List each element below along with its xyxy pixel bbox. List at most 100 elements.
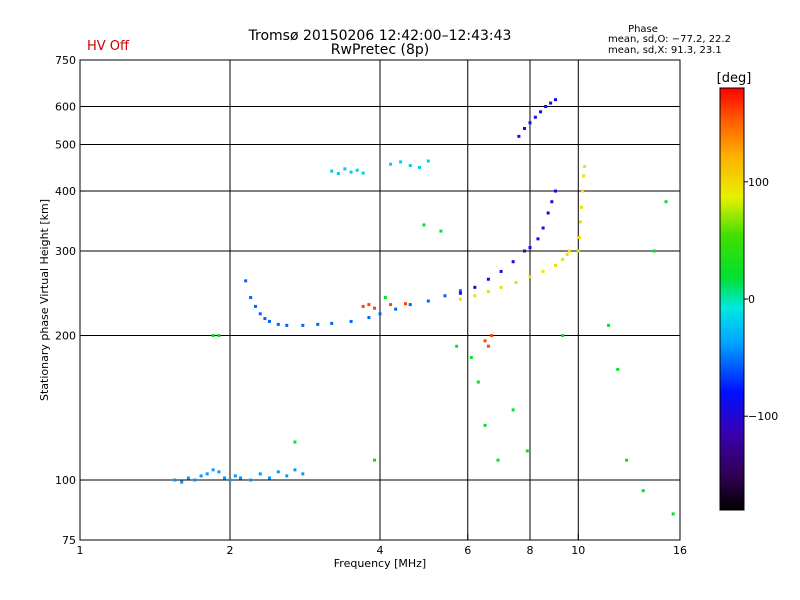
x-axis-label: Frequency [MHz] <box>334 557 426 570</box>
data-point <box>223 476 227 480</box>
data-point <box>616 367 620 371</box>
colorbar-tick-label: 0 <box>748 293 755 306</box>
data-point <box>233 474 237 478</box>
data-point <box>316 322 320 326</box>
y-tick-label: 75 <box>62 534 76 547</box>
x-tick-label: 1 <box>77 544 84 557</box>
data-point <box>361 304 365 308</box>
data-point <box>496 458 500 462</box>
data-point <box>443 294 447 298</box>
data-point <box>389 162 393 166</box>
data-point <box>373 306 377 310</box>
y-tick-label: 300 <box>55 245 76 258</box>
data-point <box>458 297 462 301</box>
data-point <box>193 478 197 482</box>
y-tick-label: 400 <box>55 185 76 198</box>
data-point <box>499 285 503 289</box>
data-point <box>349 319 353 323</box>
data-point <box>249 296 253 300</box>
data-point <box>211 468 215 472</box>
data-point <box>511 408 515 412</box>
x-tick-label: 16 <box>673 544 687 557</box>
data-point <box>539 110 543 114</box>
data-point <box>276 322 280 326</box>
phase-heading: Phase <box>628 24 658 35</box>
data-point <box>180 480 184 484</box>
data-point <box>426 159 430 163</box>
data-point <box>217 470 221 474</box>
colorbar-tick-label: 100 <box>748 176 769 189</box>
data-point <box>553 263 557 267</box>
data-point <box>473 285 477 289</box>
data-point <box>408 164 412 168</box>
data-point <box>455 344 459 348</box>
data-point <box>577 236 581 240</box>
x-tick-label: 8 <box>527 544 534 557</box>
data-point <box>285 474 289 478</box>
chart-title: Tromsø 20150206 12:42:00–12:43:43 <box>248 28 512 44</box>
data-point <box>528 275 532 279</box>
data-point <box>408 303 412 307</box>
data-point <box>553 98 557 102</box>
data-point <box>439 229 443 233</box>
data-point <box>565 253 569 257</box>
data-point <box>469 355 473 359</box>
data-point <box>293 468 297 472</box>
colorbar-label: [deg] <box>717 71 752 86</box>
data-point <box>426 299 430 303</box>
data-point <box>561 258 565 262</box>
chart-subtitle: RwPretec (8p) <box>331 42 429 58</box>
data-point <box>511 260 515 264</box>
data-point <box>483 423 487 427</box>
phase-o-stats: mean, sd,O: −77.2, 22.2 <box>608 34 731 45</box>
data-point <box>349 170 353 174</box>
data-point <box>514 280 518 284</box>
data-point <box>483 339 487 343</box>
data-point <box>499 269 503 273</box>
data-point <box>458 291 462 295</box>
y-tick-label: 600 <box>55 101 76 114</box>
data-point <box>517 134 521 138</box>
data-point <box>301 472 305 476</box>
data-point <box>553 189 557 193</box>
data-point <box>541 226 545 230</box>
data-point <box>582 174 586 178</box>
colorbar-tick-label: −100 <box>748 410 778 423</box>
status-label: HV Off <box>87 39 130 54</box>
data-point <box>625 458 629 462</box>
data-point <box>533 115 537 119</box>
data-point <box>267 476 271 480</box>
data-point <box>528 246 532 250</box>
data-point <box>581 189 585 193</box>
data-point <box>528 121 532 125</box>
phase-x-stats: mean, sd,X: 91.3, 23.1 <box>608 45 722 56</box>
data-point <box>576 249 580 253</box>
data-point <box>664 200 668 204</box>
data-point <box>228 478 232 482</box>
data-point <box>541 269 545 273</box>
data-point <box>244 279 248 283</box>
data-point <box>258 472 262 476</box>
data-point <box>525 449 529 453</box>
data-point <box>330 321 334 325</box>
data-point <box>367 303 371 307</box>
y-tick-label: 200 <box>55 330 76 343</box>
data-point <box>523 126 527 130</box>
data-point <box>580 205 584 209</box>
data-point <box>549 101 553 105</box>
colorbar <box>719 87 745 511</box>
data-point <box>550 200 554 204</box>
data-point <box>205 472 209 476</box>
y-tick-label: 750 <box>55 54 76 67</box>
data-point <box>355 168 359 172</box>
data-point <box>476 380 480 384</box>
data-point <box>276 470 280 474</box>
y-axis-label: Stationary phase Virtual Height [km] <box>38 199 51 401</box>
data-point <box>561 334 565 338</box>
x-tick-label: 4 <box>377 544 384 557</box>
data-point <box>486 290 490 294</box>
data-point <box>544 105 548 109</box>
data-point <box>394 307 398 311</box>
data-point <box>373 458 377 462</box>
